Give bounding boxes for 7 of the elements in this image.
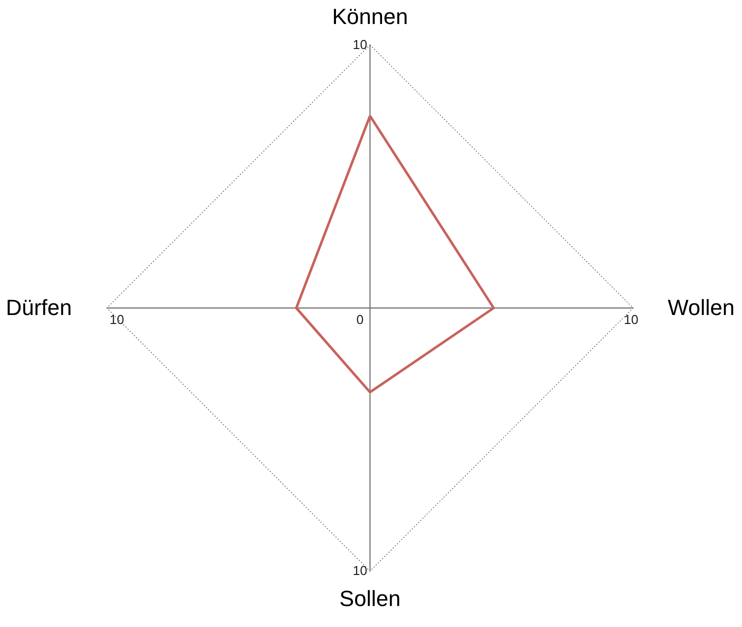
spoke-label: Können	[332, 4, 408, 29]
spoke-label: Dürfen	[6, 295, 72, 320]
text: 10	[110, 312, 124, 327]
y-tick-label: 0	[356, 312, 364, 327]
spoke-label: Wollen	[668, 295, 735, 320]
text: 10	[624, 312, 638, 327]
spoke-label: Sollen	[339, 586, 401, 612]
